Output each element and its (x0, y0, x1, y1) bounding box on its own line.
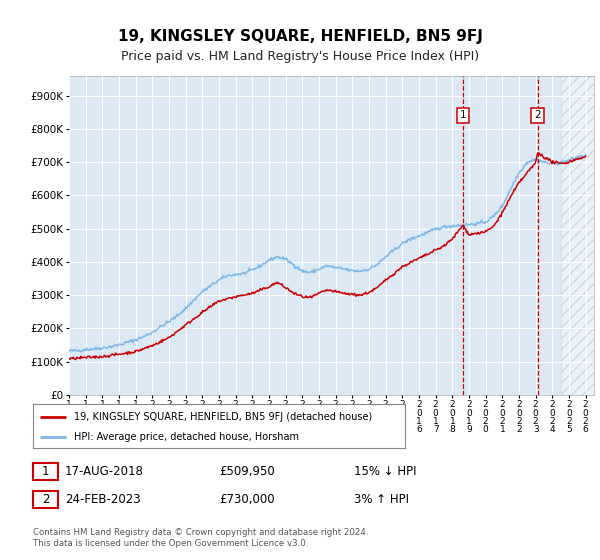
Text: 19, KINGSLEY SQUARE, HENFIELD, BN5 9FJ: 19, KINGSLEY SQUARE, HENFIELD, BN5 9FJ (118, 29, 482, 44)
Text: 24-FEB-2023: 24-FEB-2023 (65, 493, 140, 506)
Text: 19, KINGSLEY SQUARE, HENFIELD, BN5 9FJ (detached house): 19, KINGSLEY SQUARE, HENFIELD, BN5 9FJ (… (74, 412, 372, 422)
Text: 1: 1 (42, 465, 49, 478)
Text: £730,000: £730,000 (219, 493, 275, 506)
Text: 1: 1 (460, 110, 466, 120)
Bar (560, 76, 594, 395)
Text: 2: 2 (42, 493, 49, 506)
Text: 3% ↑ HPI: 3% ↑ HPI (354, 493, 409, 506)
Text: Price paid vs. HM Land Registry's House Price Index (HPI): Price paid vs. HM Land Registry's House … (121, 50, 479, 63)
Text: 2: 2 (535, 110, 541, 120)
Text: 15% ↓ HPI: 15% ↓ HPI (354, 465, 416, 478)
Text: £509,950: £509,950 (219, 465, 275, 478)
Text: HPI: Average price, detached house, Horsham: HPI: Average price, detached house, Hors… (74, 432, 299, 442)
Text: Contains HM Land Registry data © Crown copyright and database right 2024.
This d: Contains HM Land Registry data © Crown c… (33, 528, 368, 548)
Text: 17-AUG-2018: 17-AUG-2018 (65, 465, 143, 478)
